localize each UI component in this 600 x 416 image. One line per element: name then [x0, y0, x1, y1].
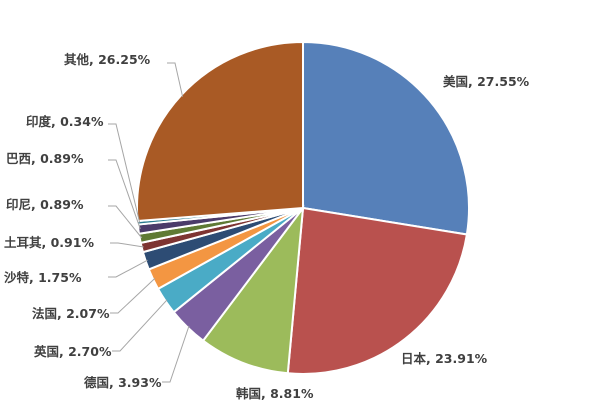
pie-slice-2	[286, 206, 469, 375]
data-label-3: 韩国, 8.81%	[236, 386, 314, 401]
data-label-4: 德国, 3.93%	[84, 375, 162, 390]
leader-line-12	[167, 62, 184, 97]
data-label-8: 土耳其, 0.91%	[4, 235, 94, 250]
leader-line-8	[110, 242, 144, 248]
data-label-12: 其他, 26.25%	[64, 52, 151, 67]
data-label-5: 英国, 2.70%	[34, 344, 112, 359]
data-label-10: 巴西, 0.89%	[6, 151, 84, 166]
leader-line-5	[112, 299, 168, 352]
leader-line-11	[108, 123, 141, 223]
pie-slice-12	[136, 40, 304, 223]
leader-line-10	[108, 159, 141, 230]
pie-slice-3	[201, 204, 305, 375]
pie-slice-1	[302, 40, 470, 236]
leader-line-6	[110, 278, 156, 314]
leader-line-4	[162, 325, 190, 383]
data-label-1: 美国, 27.55%	[443, 74, 530, 89]
data-label-2: 日本, 23.91%	[401, 351, 488, 366]
data-label-7: 沙特, 1.75%	[4, 270, 82, 285]
pie-slices	[136, 40, 470, 375]
data-label-6: 法国, 2.07%	[32, 306, 110, 321]
data-label-9: 印尼, 0.89%	[6, 197, 84, 212]
leader-line-9	[108, 205, 143, 239]
leader-lines	[108, 62, 190, 383]
leader-line-7	[108, 259, 148, 278]
data-labels: 美国, 27.55% 日本, 23.91% 韩国, 8.81% 德国, 3.93% 英国…	[4, 52, 530, 401]
data-label-11: 印度, 0.34%	[26, 114, 104, 129]
